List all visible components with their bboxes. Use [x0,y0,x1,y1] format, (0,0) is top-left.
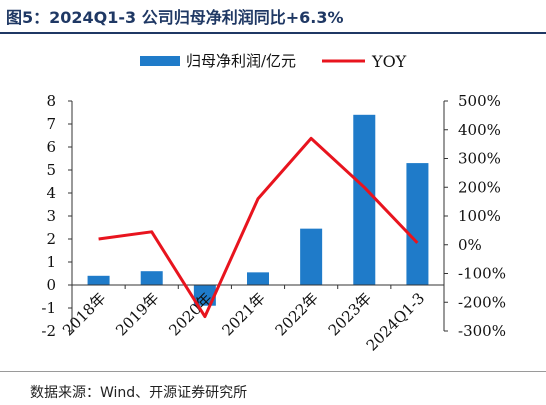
bar [193,285,216,306]
left-axis: -2 -1 0 1 2 3 4 5 6 7 8 [41,92,73,340]
legend-bar-label: 归母净利润/亿元 [186,52,296,70]
right-axis: -300% -200% -100% 0% 100% 200% 300% 400% 500% [443,92,506,340]
x-tick-label: 2019年 [112,289,162,339]
left-tick-label: 2 [46,230,56,248]
bar [406,163,429,285]
legend: 归母净利润/亿元 YOY [140,52,407,71]
right-tick-label: 400% [458,121,501,139]
left-tick-label: 5 [46,161,56,179]
title-rule [0,32,546,34]
right-tick-label: 100% [458,207,501,225]
right-tick-label: 500% [458,92,501,110]
source-rule [0,371,546,372]
left-tick-label: 4 [46,184,56,202]
left-tick-label: 8 [46,92,56,110]
x-tick-label: 2023年 [325,289,375,339]
bar [140,271,163,285]
chart-title: 图5：2024Q1-3 公司归母净利润同比+6.3% [6,8,344,27]
left-tick-label: 0 [46,276,56,294]
left-tick-label: 3 [46,207,56,225]
source-note: 数据来源：Wind、开源证券研究所 [30,385,248,401]
right-tick-label: 200% [458,178,501,196]
chart: 归母净利润/亿元 YOY -2 -1 0 1 2 3 4 5 6 7 8 -300% -200% -100… [41,52,506,355]
x-tick-label: 2021年 [218,289,268,339]
yoy-series-line [98,136,419,319]
x-tick-label: 2018年 [59,289,109,339]
left-tick-label: 6 [46,138,56,156]
right-tick-label: -300% [458,322,506,340]
right-tick-label: 300% [458,150,501,168]
left-tick-label: 1 [46,253,56,271]
left-tick-label: 7 [46,115,56,133]
bar [87,275,110,285]
bars [87,114,429,306]
legend-line-label: YOY [371,52,407,71]
bar [353,114,376,285]
legend-bar-swatch [140,56,180,66]
left-tick-label: -2 [41,322,56,340]
right-tick-label: -100% [458,265,506,283]
x-tick-label: 2020年 [165,289,215,339]
x-tick-label: 2022年 [272,289,322,339]
bar [300,228,323,285]
bar [247,272,269,285]
right-tick-label: -200% [458,293,506,311]
right-tick-label: 0% [458,236,482,254]
x-tick-label: 2024Q1-3 [363,289,429,355]
left-tick-label: -1 [41,299,56,317]
yoy-line [98,136,419,319]
